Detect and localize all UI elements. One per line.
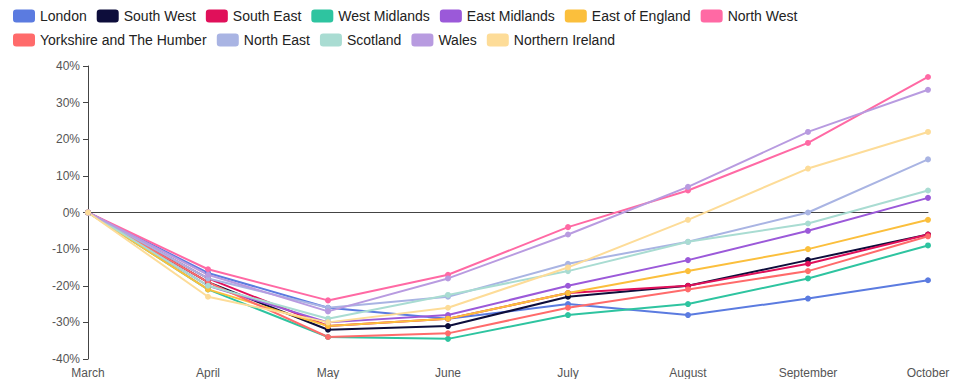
svg-text:Scotland: Scotland — [347, 32, 401, 48]
svg-text:May: May — [317, 366, 340, 379]
svg-text:Yorkshire and The Humber: Yorkshire and The Humber — [40, 32, 207, 48]
svg-text:July: July — [557, 366, 578, 379]
svg-text:-20%: -20% — [52, 279, 80, 293]
svg-text:-40%: -40% — [52, 352, 80, 366]
svg-text:Northern Ireland: Northern Ireland — [514, 32, 615, 48]
svg-text:South East: South East — [233, 8, 302, 24]
svg-text:North East: North East — [244, 32, 310, 48]
svg-text:40%: 40% — [56, 59, 80, 73]
svg-text:June: June — [435, 366, 461, 379]
svg-text:-30%: -30% — [52, 315, 80, 329]
svg-text:September: September — [779, 366, 838, 379]
svg-text:East of England: East of England — [592, 8, 691, 24]
svg-text:20%: 20% — [56, 132, 80, 146]
svg-text:North West: North West — [728, 8, 798, 24]
svg-text:March: March — [71, 366, 104, 379]
svg-text:30%: 30% — [56, 96, 80, 110]
svg-text:Wales: Wales — [438, 32, 476, 48]
svg-text:August: August — [669, 366, 707, 379]
svg-text:-10%: -10% — [52, 242, 80, 256]
svg-text:South West: South West — [124, 8, 196, 24]
svg-text:London: London — [40, 8, 87, 24]
svg-text:April: April — [196, 366, 220, 379]
svg-text:West Midlands: West Midlands — [338, 8, 430, 24]
svg-text:0%: 0% — [63, 206, 81, 220]
svg-text:East Midlands: East Midlands — [467, 8, 555, 24]
svg-text:October: October — [907, 366, 950, 379]
svg-text:10%: 10% — [56, 169, 80, 183]
